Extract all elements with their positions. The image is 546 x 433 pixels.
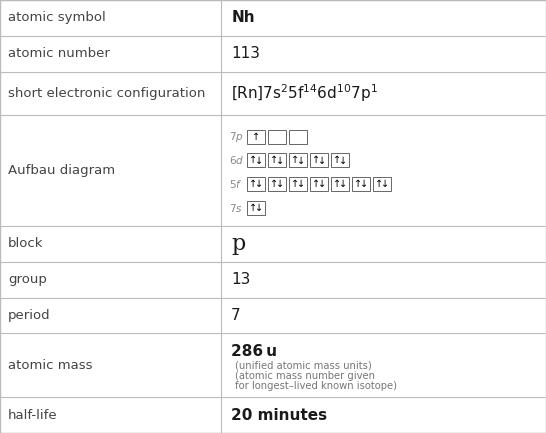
- Text: ↓: ↓: [318, 155, 326, 165]
- Text: ↓: ↓: [255, 155, 263, 165]
- Bar: [268, 177, 286, 191]
- Text: ↓: ↓: [297, 155, 305, 165]
- Text: ↑: ↑: [250, 155, 258, 165]
- Text: 13: 13: [231, 272, 251, 287]
- Bar: [247, 130, 265, 144]
- Text: group: group: [8, 273, 47, 286]
- Text: ↑: ↑: [250, 203, 258, 213]
- Text: atomic mass: atomic mass: [8, 359, 92, 372]
- Text: ↑: ↑: [375, 179, 383, 189]
- Text: ↑: ↑: [252, 132, 260, 142]
- Bar: [268, 153, 286, 168]
- Text: ↑: ↑: [334, 179, 341, 189]
- Text: $\mathit{6d}$: $\mathit{6d}$: [229, 155, 245, 166]
- Text: ↑: ↑: [354, 179, 363, 189]
- Text: ↑: ↑: [270, 155, 278, 165]
- Text: $\mathit{7s}$: $\mathit{7s}$: [229, 202, 243, 214]
- Text: ↓: ↓: [255, 179, 263, 189]
- Text: ↑: ↑: [292, 155, 300, 165]
- Text: atomic symbol: atomic symbol: [8, 11, 106, 24]
- Text: half-life: half-life: [8, 409, 58, 422]
- Bar: [331, 177, 349, 191]
- Bar: [247, 201, 265, 215]
- Text: ↓: ↓: [360, 179, 368, 189]
- Text: period: period: [8, 309, 51, 322]
- Bar: [352, 177, 370, 191]
- Bar: [268, 130, 286, 144]
- Text: ↑: ↑: [312, 179, 321, 189]
- Text: 7: 7: [231, 308, 241, 323]
- Text: ↑: ↑: [292, 179, 300, 189]
- Text: atomic number: atomic number: [8, 47, 110, 60]
- Text: (unified atomic mass units): (unified atomic mass units): [235, 360, 372, 370]
- Bar: [289, 130, 307, 144]
- Bar: [310, 177, 328, 191]
- Text: short electronic configuration: short electronic configuration: [8, 87, 205, 100]
- Text: ↓: ↓: [255, 203, 263, 213]
- Text: ↓: ↓: [318, 179, 326, 189]
- Text: ↓: ↓: [339, 179, 347, 189]
- Bar: [247, 153, 265, 168]
- Bar: [373, 177, 391, 191]
- Text: ↓: ↓: [339, 155, 347, 165]
- Bar: [331, 153, 349, 168]
- Text: ↑: ↑: [250, 179, 258, 189]
- Text: (atomic mass number given: (atomic mass number given: [235, 371, 375, 381]
- Text: $\mathit{7p}$: $\mathit{7p}$: [229, 130, 244, 144]
- Bar: [289, 177, 307, 191]
- Text: ↓: ↓: [297, 179, 305, 189]
- Text: p: p: [231, 233, 245, 255]
- Bar: [310, 153, 328, 168]
- Text: for longest–lived known isotope): for longest–lived known isotope): [235, 381, 397, 391]
- Text: Nh: Nh: [231, 10, 255, 26]
- Text: block: block: [8, 237, 44, 250]
- Text: $\mathregular{[Rn]7s^{2}5f^{14}6d^{10}7p^{1}}$: $\mathregular{[Rn]7s^{2}5f^{14}6d^{10}7p…: [231, 83, 378, 104]
- Text: 20 minutes: 20 minutes: [231, 407, 327, 423]
- Text: ↓: ↓: [381, 179, 389, 189]
- Text: $\mathit{5f}$: $\mathit{5f}$: [229, 178, 242, 190]
- Bar: [289, 153, 307, 168]
- Bar: [247, 177, 265, 191]
- Text: ↑: ↑: [270, 179, 278, 189]
- Text: Aufbau diagram: Aufbau diagram: [8, 164, 115, 177]
- Text: ↓: ↓: [276, 155, 284, 165]
- Text: ↓: ↓: [276, 179, 284, 189]
- Text: 286 u: 286 u: [231, 344, 277, 359]
- Text: ↑: ↑: [312, 155, 321, 165]
- Text: ↑: ↑: [334, 155, 341, 165]
- Text: 113: 113: [231, 46, 260, 61]
